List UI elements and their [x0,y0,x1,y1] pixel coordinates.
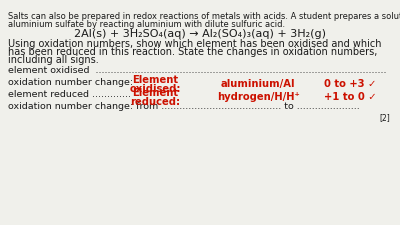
Text: element reduced .............: element reduced ............. [8,90,131,99]
Text: oxidation number change: from ........................................ to ......: oxidation number change: from ..........… [8,102,360,111]
Text: 0 to +3 ✓: 0 to +3 ✓ [324,79,376,89]
Text: oxidised:: oxidised: [129,84,181,94]
Text: element oxidised  ..............................................................: element oxidised .......................… [8,66,386,75]
Text: hydrogen/H/H⁺: hydrogen/H/H⁺ [217,92,299,102]
Text: Element: Element [132,88,178,98]
Text: oxidation number change:  ·: oxidation number change: · [8,78,142,87]
Text: including all signs.: including all signs. [8,55,99,65]
Text: Element: Element [132,75,178,85]
Text: Using oxidation numbers, show which element has been oxidised and which: Using oxidation numbers, show which elem… [8,39,382,49]
Text: +1 to 0 ✓: +1 to 0 ✓ [324,92,376,102]
Text: 2Al(s) + 3H₂SO₄(aq) → Al₂(SO₄)₃(aq) + 3H₂(g): 2Al(s) + 3H₂SO₄(aq) → Al₂(SO₄)₃(aq) + 3H… [74,29,326,39]
Text: has been reduced in this reaction. State the changes in oxidation numbers,: has been reduced in this reaction. State… [8,47,377,57]
Text: aluminium sulfate by reacting aluminium with dilute sulfuric acid.: aluminium sulfate by reacting aluminium … [8,20,285,29]
Text: [2]: [2] [379,113,390,122]
Text: Salts can also be prepared in redox reactions of metals with acids. A student pr: Salts can also be prepared in redox reac… [8,12,400,21]
Text: reduced:: reduced: [130,97,180,107]
Text: aluminium/Al: aluminium/Al [221,79,295,89]
